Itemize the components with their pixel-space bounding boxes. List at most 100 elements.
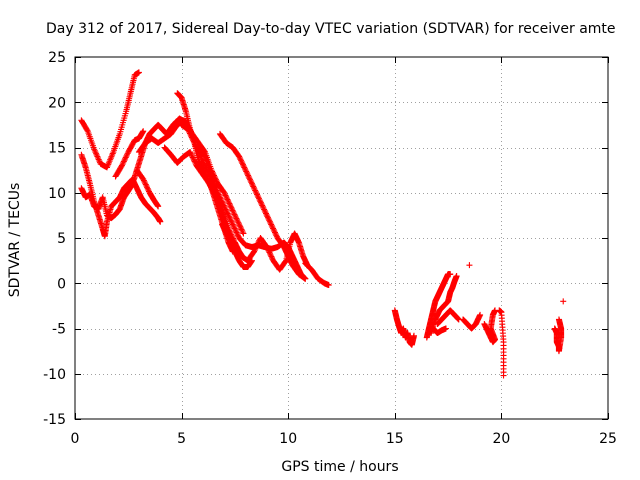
data-point <box>221 189 228 196</box>
data-point <box>93 150 100 157</box>
data-point <box>560 298 567 305</box>
data-point <box>230 208 237 215</box>
data-point <box>93 152 100 159</box>
plot-frame <box>74 56 609 420</box>
x-tick-labels: 0 5 10 15 20 25 <box>71 431 617 447</box>
data-point <box>264 213 271 220</box>
x-tick-label: 0 <box>71 431 80 447</box>
data-point <box>231 211 238 218</box>
data-point <box>252 188 259 195</box>
data-point <box>221 191 228 198</box>
data-point <box>240 161 247 168</box>
data-point <box>245 173 252 180</box>
data-point <box>230 210 237 217</box>
data-point <box>229 220 236 227</box>
data-point <box>231 224 238 231</box>
data-point <box>252 245 259 252</box>
data-point <box>223 207 230 214</box>
x-tick-label: 20 <box>492 431 510 447</box>
data-point <box>232 214 239 221</box>
data-point <box>259 203 266 210</box>
data-point <box>239 229 246 236</box>
y-tick-label: -15 <box>43 412 66 428</box>
y-tick-label: -10 <box>43 367 66 383</box>
data-point <box>232 228 239 235</box>
data-point <box>248 180 255 187</box>
data-point <box>225 199 232 206</box>
data-point <box>234 232 241 239</box>
y-axis-label: SDTVAR / TECUs <box>7 183 23 298</box>
data-point <box>271 228 278 235</box>
x-tick-label: 5 <box>177 431 186 447</box>
data-point <box>145 187 152 194</box>
data-point <box>268 254 275 261</box>
data-point <box>120 159 127 166</box>
data-point <box>240 163 247 170</box>
data-point <box>225 213 232 220</box>
data-point <box>122 154 129 161</box>
data-point <box>190 157 197 164</box>
data-point <box>235 220 242 227</box>
data-point <box>266 218 273 225</box>
data-point <box>225 197 232 204</box>
data-point <box>228 206 235 213</box>
data-point <box>261 207 268 214</box>
data-point <box>260 205 267 212</box>
data-point <box>226 201 233 208</box>
data-point <box>244 171 251 178</box>
data-point <box>143 182 150 189</box>
data-point <box>555 316 562 323</box>
data-point <box>247 177 254 184</box>
data-point <box>251 186 258 193</box>
data-point <box>236 153 243 160</box>
data-point <box>226 200 233 207</box>
data-point <box>144 184 151 191</box>
data-point <box>247 176 254 183</box>
data-point <box>269 224 276 231</box>
data-point <box>142 181 149 188</box>
data-point <box>250 183 257 190</box>
data-point <box>238 157 245 164</box>
data-point <box>272 230 279 237</box>
data-point <box>442 325 449 332</box>
data-point <box>270 225 277 232</box>
data-point <box>258 201 265 208</box>
data-point <box>232 226 239 233</box>
data-point <box>255 194 262 201</box>
data-point <box>263 210 270 217</box>
data-point <box>251 248 258 255</box>
data-point <box>447 271 454 278</box>
data-point <box>233 215 240 222</box>
data-point <box>248 179 255 186</box>
data-point <box>122 155 129 162</box>
data-point <box>157 218 164 225</box>
data-point <box>231 225 238 232</box>
data-point <box>254 191 261 198</box>
y-tick-label: 0 <box>57 276 66 292</box>
data-point <box>237 223 244 230</box>
data-point <box>187 149 194 156</box>
data-point <box>225 211 232 218</box>
data-point <box>123 153 130 160</box>
data-point <box>243 169 250 176</box>
data-point <box>257 199 264 206</box>
data-point <box>227 215 234 222</box>
data-point <box>234 218 241 225</box>
data-point <box>246 175 253 182</box>
data-point <box>254 192 261 199</box>
data-point <box>120 158 127 165</box>
data-point <box>254 241 261 248</box>
data-point <box>249 182 256 189</box>
data-point <box>268 222 275 229</box>
data-point <box>254 240 261 247</box>
data-point <box>140 177 147 184</box>
data-point <box>118 162 125 169</box>
data-point <box>250 184 257 191</box>
data-point <box>242 167 249 174</box>
data-point <box>235 219 242 226</box>
data-point <box>263 244 270 251</box>
data-point <box>96 157 103 164</box>
y-tick-label: 10 <box>48 186 66 202</box>
data-point <box>410 332 417 339</box>
data-point <box>201 152 208 159</box>
